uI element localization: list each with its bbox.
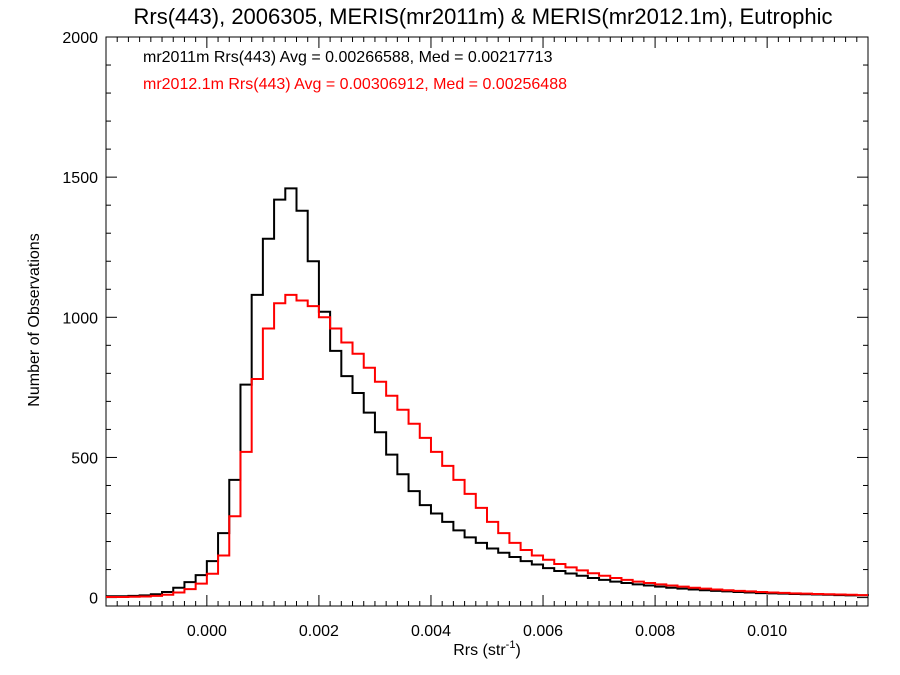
x-axis-label-sup: -1	[506, 639, 516, 651]
x-tick-label: 0.002	[299, 623, 339, 640]
x-tick-label: 0.000	[187, 623, 227, 640]
series-line-2	[106, 293, 868, 599]
x-tick-label: 0.004	[411, 623, 451, 640]
y-tick-label: 1000	[62, 310, 98, 327]
legend: mr2011m Rrs(443) Avg = 0.00266588, Med =…	[143, 49, 567, 93]
x-axis-label: Rrs (str-1)	[453, 639, 521, 659]
y-tick-label: 1500	[62, 170, 98, 187]
x-tick-label: 0.006	[523, 623, 563, 640]
x-axis-label-close: )	[515, 642, 520, 659]
chart-title: Rrs(443), 2006305, MERIS(mr2011m) & MERI…	[134, 4, 833, 29]
y-tick-label: 500	[71, 450, 98, 467]
y-tick-label: 0	[89, 591, 98, 608]
axis-tick-labels: 0.000 0.002 0.004 0.006 0.008 0.010 0 500 1000 15…	[62, 30, 787, 640]
x-tick-label: 0.010	[747, 623, 787, 640]
x-axis-label-main: Rrs (str	[453, 642, 506, 659]
y-tick-label: 2000	[62, 30, 98, 47]
y-axis-label: Number of Observations	[26, 233, 43, 406]
series-line-1	[106, 187, 869, 598]
series-layer	[106, 187, 869, 599]
x-tick-label: 0.008	[635, 623, 675, 640]
legend-entry-1: mr2011m Rrs(443) Avg = 0.00266588, Med =…	[143, 49, 553, 66]
legend-entry-2: mr2012.1m Rrs(443) Avg = 0.00306912, Med…	[143, 76, 567, 93]
